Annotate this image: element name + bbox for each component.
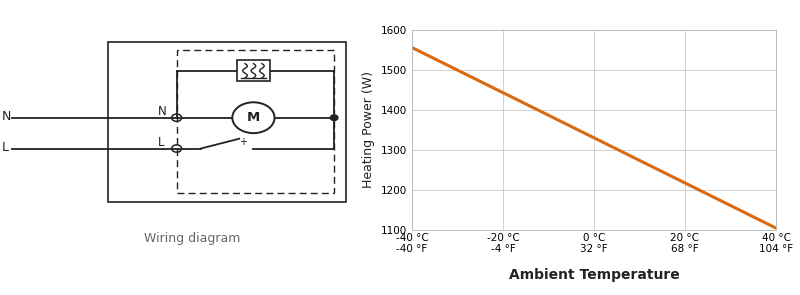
Text: +: + bbox=[239, 137, 247, 147]
Text: N: N bbox=[158, 105, 166, 118]
X-axis label: Ambient Temperature: Ambient Temperature bbox=[509, 268, 679, 282]
Y-axis label: Heating Power (W): Heating Power (W) bbox=[362, 71, 375, 188]
Circle shape bbox=[330, 115, 338, 120]
Text: L: L bbox=[2, 141, 9, 154]
Bar bbox=[177, 50, 334, 194]
Text: M: M bbox=[247, 111, 260, 124]
Text: N: N bbox=[2, 110, 11, 123]
Text: Wiring diagram: Wiring diagram bbox=[144, 232, 240, 245]
Bar bbox=[107, 42, 346, 202]
Text: L: L bbox=[158, 136, 164, 149]
Bar bbox=[237, 60, 270, 81]
